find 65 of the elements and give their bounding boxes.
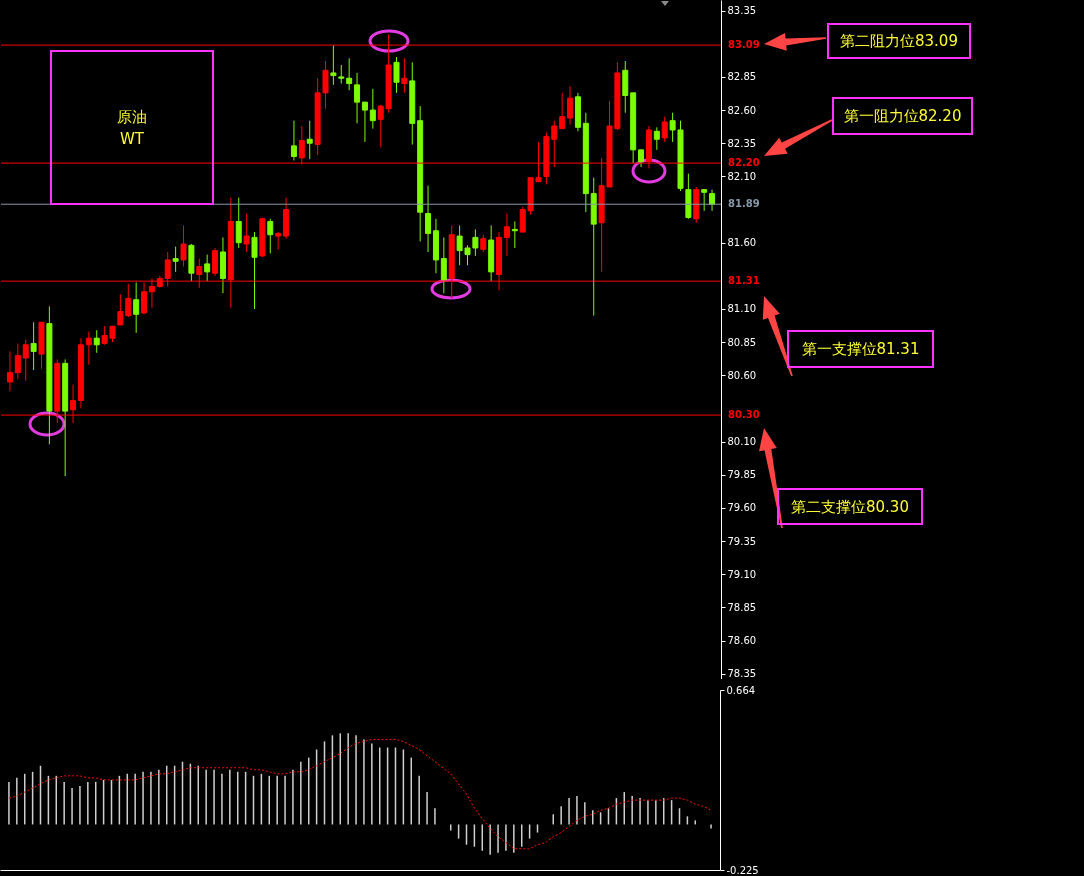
candlestick <box>14 342 21 380</box>
y-tick-label: 82.85 <box>727 71 757 83</box>
candlestick <box>251 231 258 310</box>
candlestick <box>346 57 353 91</box>
candlestick <box>338 64 345 85</box>
candlestick <box>306 120 313 160</box>
line-series <box>8 738 712 850</box>
candlestick <box>354 72 361 124</box>
candlestick <box>701 189 708 212</box>
y-tick-label: 78.60 <box>727 635 757 647</box>
candlestick <box>235 197 242 249</box>
candlestick <box>204 254 211 282</box>
y-tick-label: 83.35 <box>727 5 757 17</box>
text: 第二阻力位83.09 <box>827 23 971 59</box>
y-tick-label: 80.10 <box>727 436 757 448</box>
y-tick-label: 79.85 <box>727 469 757 481</box>
y-tick-label: -0.225 <box>726 864 759 876</box>
candlestick <box>653 126 660 151</box>
annotation: 原油 WT <box>50 50 214 205</box>
candlestick <box>361 101 368 143</box>
candlestick <box>30 321 37 371</box>
candlestick <box>22 339 29 382</box>
candlestick <box>440 236 447 294</box>
candlestick <box>243 213 250 253</box>
candlestick <box>503 213 510 257</box>
y-tick-label: 79.60 <box>727 502 757 514</box>
candlestick <box>172 246 179 273</box>
candlestick <box>661 116 668 143</box>
y-tick-label: 82.10 <box>727 170 757 182</box>
y-tick-label: 0.664 <box>726 684 756 696</box>
y-tick-label: 80.60 <box>727 369 757 381</box>
y-tick-label: 79.35 <box>727 535 757 547</box>
candlestick <box>511 220 518 249</box>
candlestick <box>85 331 92 366</box>
candlestick <box>290 120 297 161</box>
candlestick <box>180 224 187 268</box>
y-tick-label: 78.85 <box>727 601 757 613</box>
y-tick-label: 78.35 <box>727 668 757 680</box>
candlestick <box>93 329 100 354</box>
candlestick <box>369 88 376 130</box>
y-tick-label: 80.85 <box>727 336 757 348</box>
candlestick <box>6 350 13 392</box>
y-tick-label: 82.60 <box>727 104 757 116</box>
candlestick <box>212 247 219 277</box>
ref-line-label: 82.20 <box>728 157 760 169</box>
text: 第一阻力位82.20 <box>832 97 973 135</box>
y-tick-label: 79.10 <box>727 568 757 580</box>
text: 第二支撑位80.30 <box>777 488 923 525</box>
candlestick <box>567 85 574 126</box>
ref-line-label: 81.31 <box>728 275 760 287</box>
y-tick-label: 81.60 <box>727 237 757 249</box>
ref-line-label: 80.30 <box>728 409 760 421</box>
candlestick <box>425 185 432 253</box>
candlestick <box>330 44 337 86</box>
ref-line-label: 81.89 <box>728 198 760 210</box>
candlestick <box>267 218 274 254</box>
candlestick <box>133 281 140 334</box>
candlestick <box>559 92 566 130</box>
candlestick <box>709 189 716 212</box>
y-tick-label: 82.35 <box>727 137 757 149</box>
y-tick-label: 81.10 <box>727 303 757 315</box>
ref-line-label: 83.09 <box>728 39 760 51</box>
candlestick <box>393 56 400 94</box>
candlestick <box>401 57 408 94</box>
text: 第一支撑位81.31 <box>787 330 934 368</box>
